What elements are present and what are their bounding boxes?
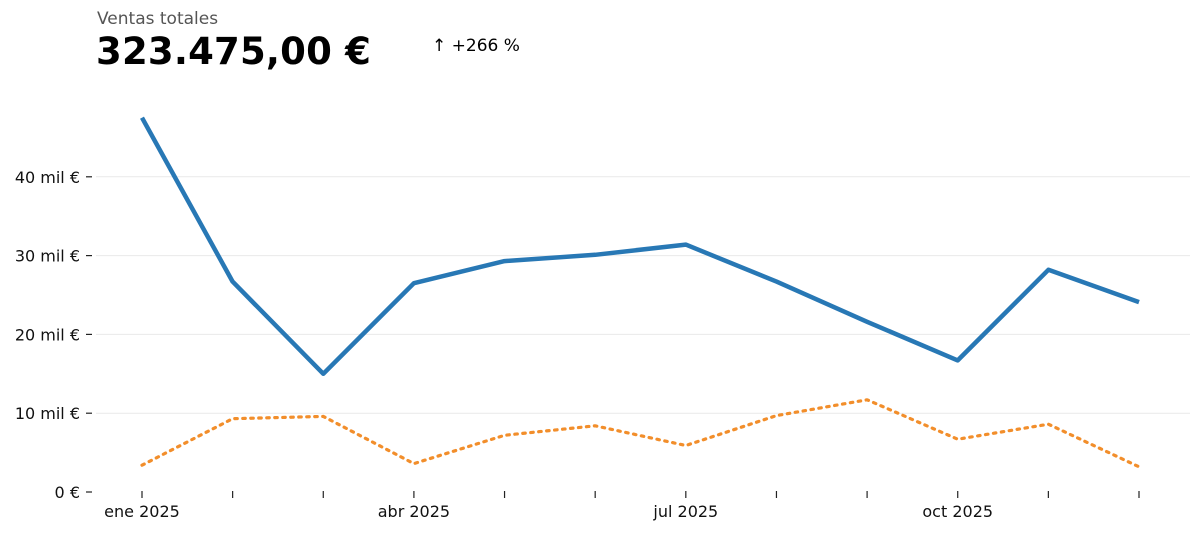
y-tick-label-4: 40 mil € xyxy=(15,168,80,187)
x-tick-label-6: jul 2025 xyxy=(652,502,718,521)
y-axis: 0 € 10 mil € 20 mil € 30 mil € 40 mil € xyxy=(15,168,92,502)
kpi-change-indicator: ↑ +266 % xyxy=(432,36,520,56)
grid-lines xyxy=(96,176,1190,414)
kpi-total-value: 323.475,00 € xyxy=(96,30,372,73)
series-lines xyxy=(140,116,1141,469)
series-line-1 xyxy=(140,398,1141,469)
series-line-0 xyxy=(140,116,1140,377)
x-tick-label-9: oct 2025 xyxy=(922,502,993,521)
y-tick-label-1: 10 mil € xyxy=(15,404,80,423)
x-axis: ene 2025 abr 2025 jul 2025 oct 2025 xyxy=(104,491,1140,521)
kpi-label: Ventas totales xyxy=(97,9,219,29)
y-tick-label-0: 0 € xyxy=(55,483,80,502)
y-tick-label-3: 30 mil € xyxy=(15,247,80,266)
x-tick-label-3: abr 2025 xyxy=(378,502,450,521)
y-tick-label-2: 20 mil € xyxy=(15,325,80,344)
x-tick-label-0: ene 2025 xyxy=(104,502,180,521)
